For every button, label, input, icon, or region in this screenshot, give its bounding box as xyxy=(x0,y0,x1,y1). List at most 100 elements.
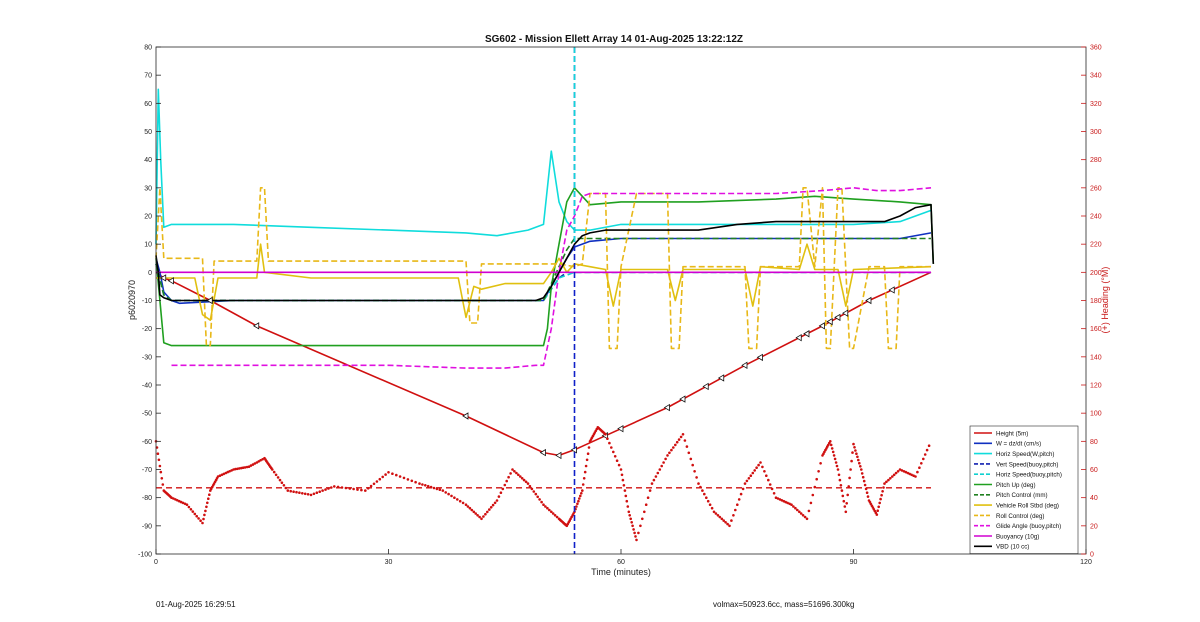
heading-point xyxy=(630,521,633,524)
heading-point xyxy=(536,495,539,499)
heading-point xyxy=(737,498,741,501)
heading-point xyxy=(617,463,621,467)
legend-entry: Vehicle Roll Stbd (deg) xyxy=(996,503,1059,510)
heading-point xyxy=(534,492,538,496)
heading-point xyxy=(835,464,839,468)
heading-point xyxy=(333,485,336,488)
left-y-tick-label: -80 xyxy=(142,495,152,502)
heading-point xyxy=(672,446,675,449)
heading-point xyxy=(927,444,931,448)
left-y-tick-label: -30 xyxy=(142,354,152,361)
heading-point xyxy=(889,477,892,480)
heading-point xyxy=(577,499,580,503)
heading-point xyxy=(278,478,282,482)
heading-point xyxy=(511,468,514,471)
heading-point xyxy=(855,452,858,456)
heading-point xyxy=(805,517,809,521)
heading-point xyxy=(321,489,324,492)
chart-title: SG602 - Mission Ellett Array 14 01-Aug-2… xyxy=(485,34,743,45)
heading-point xyxy=(755,466,758,470)
heading-point xyxy=(834,461,838,464)
heading-point xyxy=(402,476,406,480)
height-marker xyxy=(617,424,624,433)
heading-point xyxy=(195,514,198,518)
heading-point xyxy=(548,508,551,512)
height-marker xyxy=(841,309,849,317)
heading-point xyxy=(551,512,555,515)
heading-point xyxy=(831,450,835,454)
plot-area xyxy=(154,47,935,554)
heading-point xyxy=(581,483,585,486)
heading-point xyxy=(631,524,634,528)
heading-point xyxy=(751,471,755,475)
heading-point xyxy=(398,475,402,478)
legend-entry: W = dz/dt (cm/s) xyxy=(996,441,1041,448)
heading-point xyxy=(772,492,776,495)
heading-point xyxy=(854,449,857,452)
heading-point xyxy=(584,464,588,468)
x-axis-ticks: 0 30 60 90 120 xyxy=(154,549,1092,566)
heading-point xyxy=(849,468,852,471)
x-tick-label: 30 xyxy=(385,559,393,566)
heading-point xyxy=(172,497,175,500)
heading-point xyxy=(176,499,179,502)
heading-point xyxy=(228,470,231,473)
heading-point xyxy=(687,451,691,455)
x-tick-label: 60 xyxy=(617,559,625,566)
heading-point xyxy=(619,468,623,471)
heading-point xyxy=(720,517,724,521)
heading-point xyxy=(424,484,427,487)
heading-point xyxy=(759,461,762,464)
heading-point xyxy=(234,467,237,471)
left-y-tick-label: 20 xyxy=(144,214,152,221)
heading-point xyxy=(472,510,476,514)
heading-point xyxy=(576,502,579,506)
heading-point xyxy=(352,487,355,491)
heading-point xyxy=(499,491,503,495)
heading-point xyxy=(247,465,251,469)
heading-point xyxy=(734,508,737,512)
heading-point xyxy=(375,480,379,483)
heading-point xyxy=(507,475,510,479)
heading-point xyxy=(674,443,677,447)
heading-point xyxy=(838,478,842,482)
right-y-axis-label: (+) Heading (°M) xyxy=(1100,267,1110,334)
heading-point xyxy=(859,465,862,468)
heading-point xyxy=(484,512,487,516)
heading-point xyxy=(853,446,856,449)
heading-point xyxy=(850,459,853,463)
heading-point xyxy=(520,477,524,480)
heading-point xyxy=(892,473,896,477)
heading-point xyxy=(624,494,628,498)
heading-point xyxy=(615,459,619,463)
heading-point xyxy=(841,494,845,498)
heading-point xyxy=(550,510,553,514)
heading-point xyxy=(207,497,210,501)
heading-point xyxy=(918,466,921,470)
heading-point xyxy=(767,478,770,482)
heading-point xyxy=(528,484,532,488)
heading-point xyxy=(863,483,867,487)
heading-point xyxy=(848,476,851,480)
heading-point xyxy=(857,458,860,462)
heading-point xyxy=(369,484,373,488)
heading-point xyxy=(695,476,698,479)
legend-entry: Glide Angle (buoy,pitch) xyxy=(996,523,1061,530)
heading-point xyxy=(753,469,756,472)
heading-point xyxy=(681,433,685,436)
left-y-tick-label: -60 xyxy=(142,439,152,446)
heading-point xyxy=(540,500,543,504)
heading-point xyxy=(689,457,693,461)
right-y-tick-label: 140 xyxy=(1090,354,1102,361)
heading-point xyxy=(708,503,712,507)
heading-point xyxy=(790,503,793,507)
heading-point xyxy=(243,466,247,469)
heading-point xyxy=(807,509,811,513)
left-y-tick-label: 60 xyxy=(144,101,152,108)
heading-point xyxy=(670,448,673,452)
heading-point xyxy=(685,445,689,448)
heading-point xyxy=(881,490,884,493)
heading-point xyxy=(639,524,642,528)
right-y-tick-label: 100 xyxy=(1090,411,1102,418)
right-y-tick-label: 0 xyxy=(1090,552,1094,559)
